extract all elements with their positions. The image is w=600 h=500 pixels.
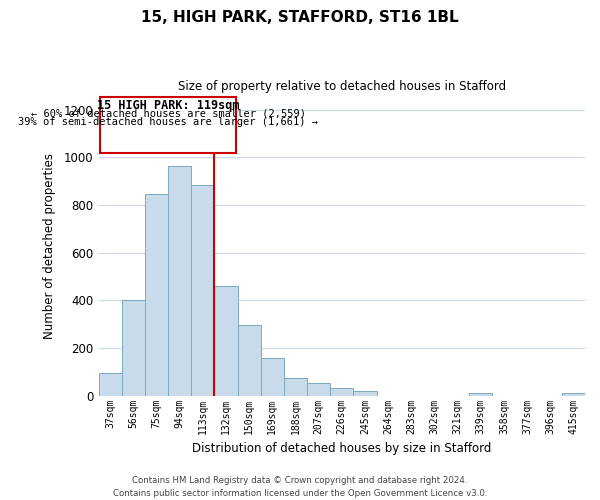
Bar: [238, 325, 261, 396]
Bar: [284, 378, 307, 396]
Bar: [307, 384, 330, 396]
Bar: [191, 185, 214, 396]
Bar: [122, 300, 145, 396]
Y-axis label: Number of detached properties: Number of detached properties: [43, 152, 56, 338]
Bar: [214, 286, 238, 396]
Bar: [145, 194, 168, 396]
Bar: [562, 394, 585, 396]
Bar: [353, 392, 377, 396]
Bar: [469, 394, 493, 396]
Bar: [330, 388, 353, 396]
Text: 15 HIGH PARK: 119sqm: 15 HIGH PARK: 119sqm: [97, 99, 239, 112]
Bar: [168, 166, 191, 396]
Text: 39% of semi-detached houses are larger (1,661) →: 39% of semi-detached houses are larger (…: [18, 117, 318, 127]
Title: Size of property relative to detached houses in Stafford: Size of property relative to detached ho…: [178, 80, 506, 93]
Text: ← 60% of detached houses are smaller (2,559): ← 60% of detached houses are smaller (2,…: [31, 108, 305, 118]
FancyBboxPatch shape: [100, 96, 236, 152]
Text: 15, HIGH PARK, STAFFORD, ST16 1BL: 15, HIGH PARK, STAFFORD, ST16 1BL: [141, 10, 459, 25]
X-axis label: Distribution of detached houses by size in Stafford: Distribution of detached houses by size …: [192, 442, 491, 455]
Text: Contains HM Land Registry data © Crown copyright and database right 2024.
Contai: Contains HM Land Registry data © Crown c…: [113, 476, 487, 498]
Bar: [261, 358, 284, 396]
Bar: [98, 373, 122, 396]
